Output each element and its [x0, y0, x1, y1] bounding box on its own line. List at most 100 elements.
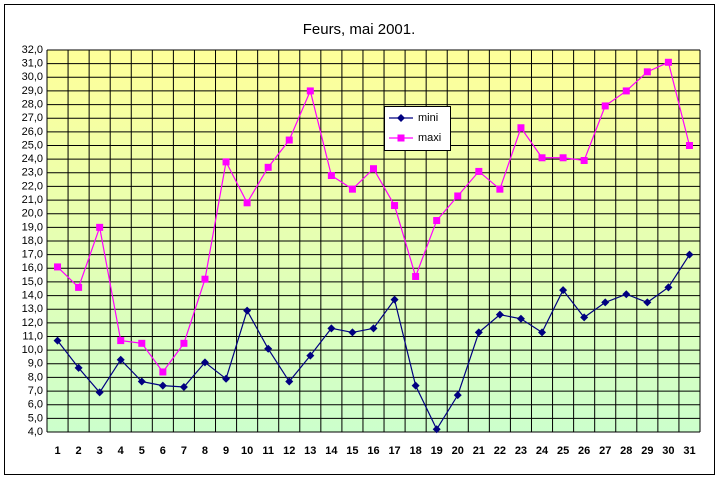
legend-marker [397, 114, 405, 122]
chart-title: Feurs, mai 2001. [303, 21, 416, 38]
point-marker [137, 377, 146, 386]
point-marker [74, 363, 83, 372]
y-tick-label: 25,0 [22, 139, 43, 151]
x-tick-label: 21 [473, 445, 485, 457]
x-tick-label: 14 [325, 445, 338, 457]
x-tick-label: 23 [515, 445, 527, 457]
x-tick-label: 26 [578, 445, 590, 457]
x-tick-label: 17 [388, 445, 400, 457]
y-tick-label: 20,0 [22, 208, 43, 220]
legend-label: maxi [418, 132, 441, 144]
point-marker [285, 136, 293, 144]
point-marker [95, 388, 104, 397]
x-tick-label: 18 [410, 445, 422, 457]
y-tick-label: 19,0 [22, 221, 43, 233]
y-tick-label: 14,0 [22, 289, 43, 301]
point-marker [454, 192, 462, 200]
point-marker [559, 154, 567, 162]
y-tick-label: 4,0 [28, 426, 43, 438]
y-tick-label: 5,0 [28, 412, 43, 424]
point-marker [390, 295, 399, 304]
point-marker [180, 339, 188, 347]
x-tick-label: 8 [202, 445, 208, 457]
point-marker [264, 344, 273, 353]
x-tick-label: 4 [118, 445, 125, 457]
point-marker [601, 102, 609, 110]
point-marker [327, 172, 335, 180]
x-tick-label: 27 [599, 445, 611, 457]
point-marker [243, 306, 252, 315]
point-marker [327, 324, 336, 333]
point-marker [243, 199, 251, 207]
point-marker [222, 158, 230, 166]
point-marker [453, 391, 462, 400]
y-tick-label: 28,0 [22, 98, 43, 110]
point-marker [685, 250, 694, 259]
point-marker [53, 336, 62, 345]
point-marker [159, 368, 167, 376]
point-marker [475, 167, 483, 175]
y-tick-label: 22,0 [22, 180, 43, 192]
x-tick-label: 28 [620, 445, 632, 457]
point-marker [391, 202, 399, 210]
x-tick-label: 30 [662, 445, 674, 457]
y-tick-label: 17,0 [22, 249, 43, 261]
x-tick-label: 3 [97, 445, 103, 457]
point-marker [200, 358, 209, 367]
x-tick-label: 25 [557, 445, 569, 457]
x-tick-label: 29 [641, 445, 653, 457]
x-tick-label: 2 [76, 445, 82, 457]
point-marker [117, 337, 125, 345]
x-tick-label: 13 [304, 445, 316, 457]
point-marker [580, 313, 589, 322]
y-tick-label: 18,0 [22, 235, 43, 247]
point-marker [685, 142, 693, 149]
point-marker [411, 381, 420, 390]
point-marker [622, 290, 631, 299]
y-tick-label: 30,0 [22, 71, 43, 83]
point-marker [496, 185, 504, 193]
x-tick-label: 31 [683, 445, 695, 457]
legend-marker [397, 134, 405, 142]
point-marker [432, 425, 441, 434]
y-tick-label: 6,0 [28, 399, 43, 411]
point-marker [643, 68, 651, 76]
point-marker [54, 263, 62, 271]
y-tick-label: 23,0 [22, 167, 43, 179]
point-marker [306, 87, 314, 95]
y-tick-label: 15,0 [22, 276, 43, 288]
y-tick-label: 10,0 [22, 344, 43, 356]
y-tick-label: 7,0 [28, 385, 43, 397]
legend-box [384, 106, 451, 151]
x-tick-label: 15 [346, 445, 358, 457]
point-marker [601, 298, 610, 307]
point-marker [348, 328, 357, 337]
point-marker [643, 298, 652, 307]
point-marker [664, 283, 673, 292]
y-tick-label: 26,0 [22, 126, 43, 138]
x-tick-label: 7 [181, 445, 187, 457]
y-tick-label: 12,0 [22, 317, 43, 329]
point-marker [474, 328, 483, 337]
point-marker [538, 154, 546, 162]
point-marker [369, 324, 378, 333]
point-marker [201, 275, 209, 283]
y-tick-label: 21,0 [22, 194, 43, 206]
y-tick-label: 11,0 [22, 330, 43, 342]
point-marker [264, 163, 272, 171]
point-marker [370, 165, 377, 173]
x-tick-label: 5 [139, 445, 145, 457]
y-tick-label: 29,0 [22, 85, 43, 97]
x-tick-label: 20 [452, 445, 464, 457]
x-tick-label: 10 [241, 445, 253, 457]
point-marker [158, 381, 167, 390]
x-tick-label: 1 [54, 445, 60, 457]
point-marker [433, 217, 441, 225]
point-marker [222, 374, 231, 383]
y-tick-label: 16,0 [22, 262, 43, 274]
point-marker [179, 382, 188, 391]
point-marker [517, 124, 525, 132]
x-tick-label: 9 [223, 445, 229, 457]
point-marker [116, 355, 125, 364]
